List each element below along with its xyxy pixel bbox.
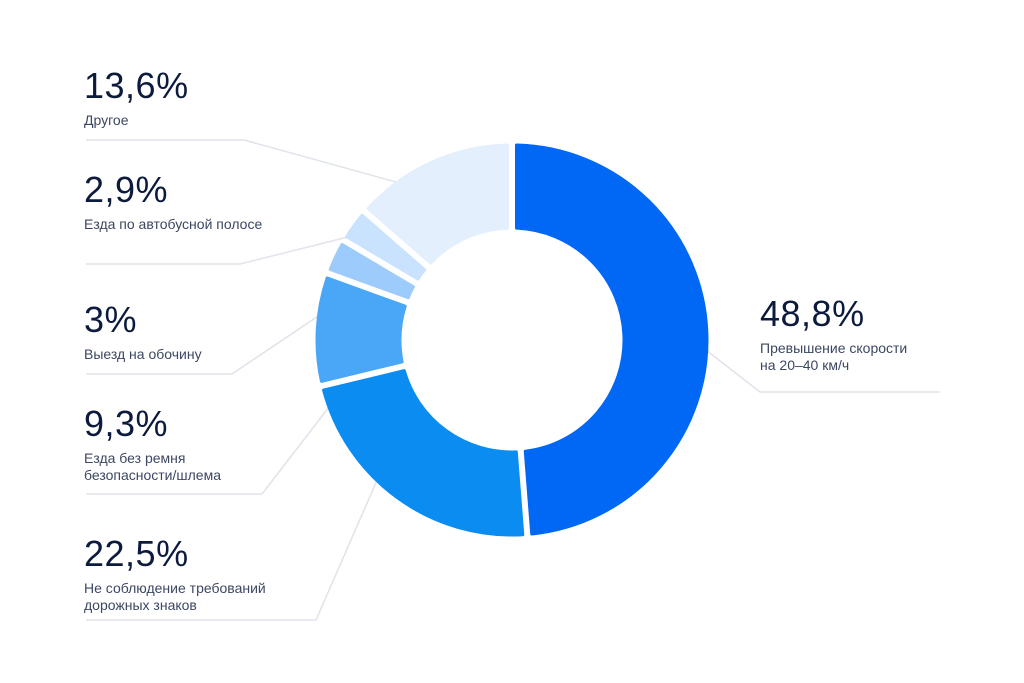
slice-value-label: 48,8% <box>760 293 865 334</box>
leader-line <box>86 299 343 375</box>
slice-category-label: Выезд на обочину <box>84 346 202 362</box>
slice-bus-lane <box>345 213 427 281</box>
connector-lines <box>86 139 940 621</box>
leader-line <box>86 235 353 265</box>
callout-seatbelt: 9,3% Езда без ремня безопасности/шлема <box>84 404 304 484</box>
slice-speeding <box>514 143 709 536</box>
slice-seatbelt <box>315 276 407 383</box>
callout-bus-lane: 2,9% Езда по автобусной полосе <box>84 170 324 233</box>
leader-line <box>705 349 940 393</box>
slice-value-label: 2,9% <box>84 169 169 210</box>
callout-other: 13,6% Другое <box>84 66 304 129</box>
slice-value-label: 9,3% <box>84 403 169 444</box>
slice-shoulder <box>328 242 415 300</box>
slice-value-label: 13,6% <box>84 65 189 106</box>
slice-value-label: 3% <box>84 299 138 340</box>
leader-line <box>86 477 379 621</box>
slice-category-label: Езда по автобусной полосе <box>84 216 263 232</box>
slice-category-label: Езда без ремня безопасности/шлема <box>84 450 221 483</box>
slice-road-signs <box>322 369 525 537</box>
callout-road-signs: 22,5% Не соблюдение требований дорожных … <box>84 534 324 614</box>
slice-category-label: Не соблюдение требований дорожных знаков <box>84 580 266 613</box>
slice-value-label: 22,5% <box>84 533 189 574</box>
callout-speeding: 48,8% Превышение скорости на 20–40 км/ч <box>760 294 960 374</box>
slice-category-label: Другое <box>84 112 129 128</box>
leader-line <box>86 139 397 183</box>
slice-category-label: Превышение скорости на 20–40 км/ч <box>760 340 908 373</box>
callout-shoulder: 3% Выезд на обочину <box>84 300 304 363</box>
slice-other <box>366 143 510 265</box>
donut-slices <box>315 143 709 537</box>
leader-line <box>86 397 337 495</box>
